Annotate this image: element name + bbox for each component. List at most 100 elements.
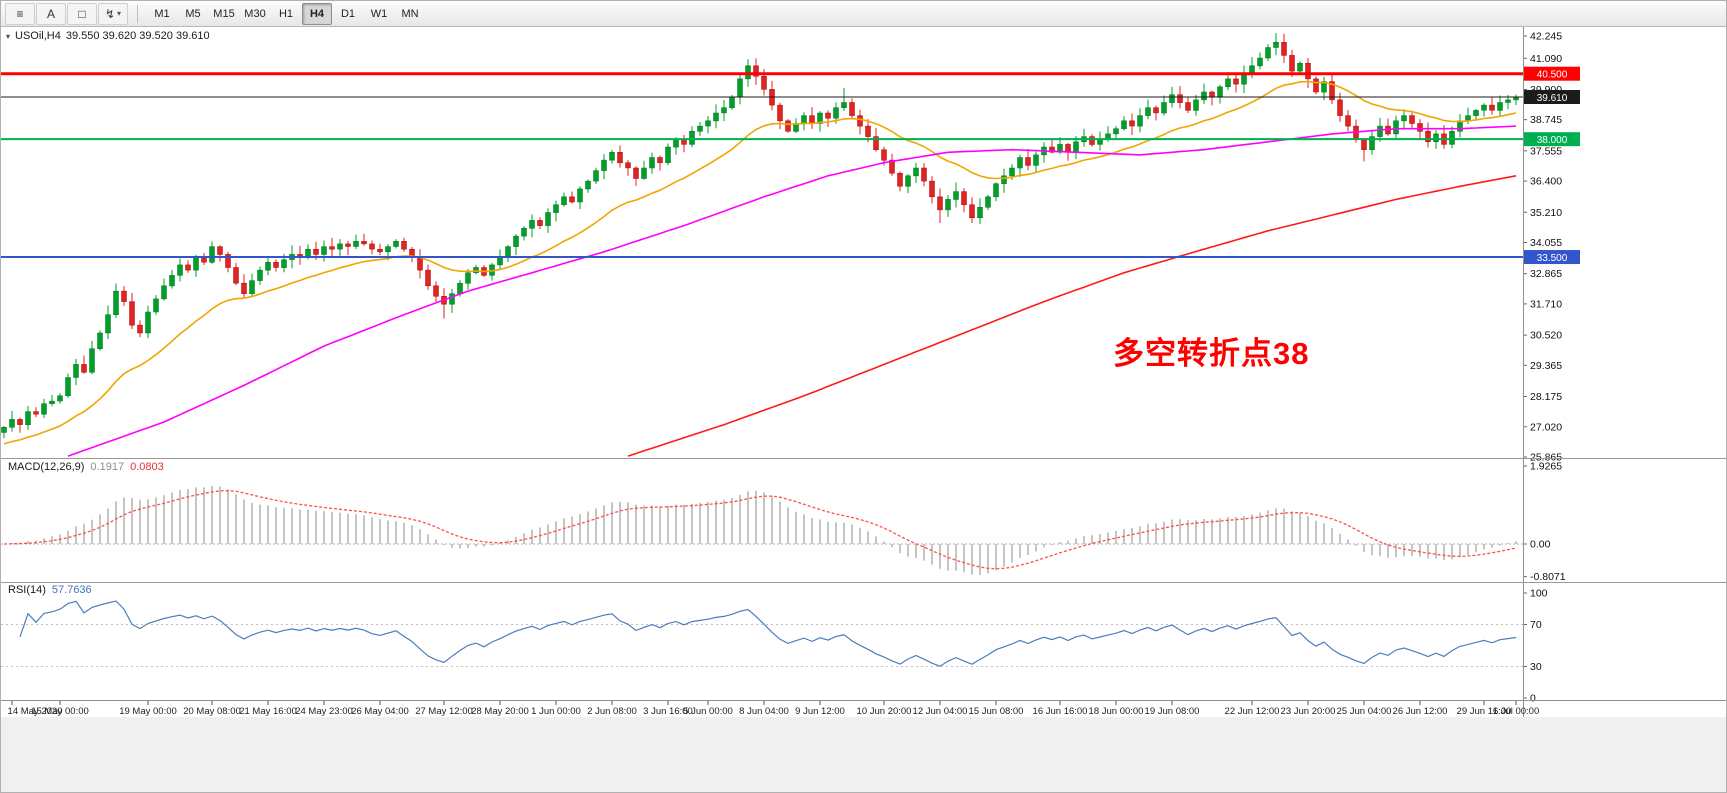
bull-candle xyxy=(945,199,951,211)
bear-candle xyxy=(273,262,279,268)
time-axis-label: 28 May 20:00 xyxy=(471,706,529,717)
bear-candle xyxy=(1177,94,1183,103)
timeframe-button-m1[interactable]: M1 xyxy=(154,7,170,20)
bear-candle xyxy=(1153,107,1159,114)
price-axis-label: 25.865 xyxy=(1530,452,1562,464)
timeframe-button-w1[interactable]: W1 xyxy=(370,7,388,20)
bear-candle xyxy=(129,301,135,326)
bull-candle xyxy=(817,112,823,124)
bull-candle xyxy=(561,196,567,205)
macd-axis-label: -0.8071 xyxy=(1530,571,1566,583)
time-axis-label: 24 May 23:00 xyxy=(295,706,353,717)
rsi-axis-label: 70 xyxy=(1530,619,1542,631)
chart-dropdown-icon[interactable]: ▾ xyxy=(6,31,11,41)
chart-symbol-label: USOil,H4 xyxy=(15,30,61,42)
bull-candle xyxy=(1169,94,1175,103)
bear-candle xyxy=(377,248,383,253)
bull-candle xyxy=(905,175,911,187)
bull-candle xyxy=(1137,115,1143,127)
bull-candle xyxy=(89,348,95,373)
bull-candle xyxy=(553,204,559,213)
bull-candle xyxy=(505,246,511,258)
bear-candle xyxy=(777,104,783,122)
bull-candle xyxy=(113,290,119,315)
bear-candle xyxy=(1409,115,1415,124)
arrow-tools-dropdown[interactable]: ↯ ▾ xyxy=(98,2,128,25)
bull-candle xyxy=(1433,133,1439,143)
bull-candle xyxy=(585,180,591,190)
bear-candle xyxy=(1345,115,1351,127)
macd-name: MACD(12,26,9) xyxy=(8,461,85,473)
moving-average-fast xyxy=(3,80,1517,445)
price-axis-label: 27.020 xyxy=(1530,421,1562,433)
time-axis-label: 15 Jun 08:00 xyxy=(969,706,1024,717)
bull-candle xyxy=(393,241,399,247)
timeframe-button-mn[interactable]: MN xyxy=(401,7,419,20)
bear-candle xyxy=(361,241,367,245)
bear-candle xyxy=(1305,62,1311,80)
bull-candle xyxy=(281,259,287,268)
bull-candle xyxy=(97,332,103,349)
price-badge-label: 40.500 xyxy=(1537,70,1568,81)
price-badge xyxy=(1524,66,1580,81)
text-tool-button[interactable]: A xyxy=(36,2,66,25)
bear-candle xyxy=(233,267,239,284)
bear-candle xyxy=(865,125,871,137)
price-axis-label: 34.055 xyxy=(1530,237,1562,249)
timeframe-button-m5[interactable]: M5 xyxy=(185,7,201,20)
bull-candle xyxy=(209,246,215,263)
bull-candle xyxy=(193,256,199,271)
bull-candle xyxy=(1193,99,1199,111)
time-axis-label: 10 Jun 20:00 xyxy=(857,706,912,717)
time-axis-label: 16 Jun 16:00 xyxy=(1033,706,1088,717)
price-badge xyxy=(1524,90,1580,105)
bull-candle xyxy=(953,191,959,200)
bear-candle xyxy=(761,76,767,90)
bull-candle xyxy=(1241,73,1247,85)
time-axis-label: 22 Jun 12:00 xyxy=(1225,706,1280,717)
time-axis-label: 19 May 00:00 xyxy=(119,706,177,717)
time-axis-label: 18 Jun 00:00 xyxy=(1089,706,1144,717)
chart-title: ▾ USOil,H4 39.550 39.620 39.520 39.610 xyxy=(6,30,210,42)
rsi-name: RSI(14) xyxy=(8,584,46,596)
bull-candle xyxy=(1297,62,1303,72)
bull-candle xyxy=(177,264,183,276)
bear-candle xyxy=(617,152,623,164)
bull-candle xyxy=(1321,81,1327,93)
chart-list-icon[interactable]: ≡ xyxy=(5,2,35,25)
time-axis-label: 12 Jun 04:00 xyxy=(913,706,968,717)
rsi-line xyxy=(19,600,1517,667)
time-axis-label: 21 May 16:00 xyxy=(239,706,297,717)
timeframe-button-h4[interactable]: H4 xyxy=(302,2,332,25)
label-frame-tool-button[interactable]: □ xyxy=(67,2,97,25)
dropdown-caret-icon: ▾ xyxy=(117,9,122,18)
bull-candle xyxy=(1505,99,1511,103)
timeframe-button-h1[interactable]: H1 xyxy=(278,7,294,20)
bull-candle xyxy=(1201,91,1207,101)
bear-candle xyxy=(569,196,575,203)
bear-candle xyxy=(433,285,439,297)
bull-candle xyxy=(1017,157,1023,169)
bull-candle xyxy=(337,243,343,250)
bull-candle xyxy=(641,167,647,179)
timeframe-button-d1[interactable]: D1 xyxy=(340,7,356,20)
bear-candle xyxy=(1489,104,1495,111)
bull-candle xyxy=(737,78,743,98)
time-axis[interactable] xyxy=(1,701,1727,717)
time-axis-label: 5 Jun 00:00 xyxy=(683,706,733,717)
bull-candle xyxy=(985,196,991,208)
bull-candle xyxy=(1473,110,1479,116)
bear-candle xyxy=(785,120,791,132)
bull-candle xyxy=(673,138,679,148)
bear-candle xyxy=(753,65,759,77)
bear-candle xyxy=(825,112,831,119)
bull-candle xyxy=(1481,104,1487,111)
bull-candle xyxy=(721,107,727,114)
bull-candle xyxy=(353,241,359,247)
timeframe-button-m30[interactable]: M30 xyxy=(244,7,266,20)
timeframe-button-m15[interactable]: M15 xyxy=(213,7,235,20)
chart-canvas[interactable]: 42.24541.09039.90038.74537.55536.40035.2… xyxy=(1,27,1727,793)
bear-candle xyxy=(1209,91,1215,98)
time-axis-label: 29 Jun 16:00 xyxy=(1457,706,1512,717)
bull-candle xyxy=(73,364,79,378)
